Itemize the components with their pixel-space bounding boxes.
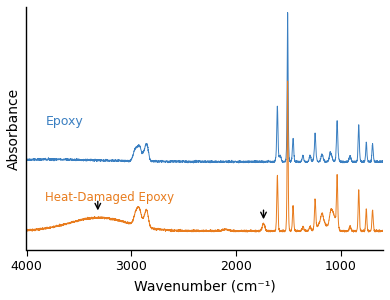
Y-axis label: Absorbance: Absorbance bbox=[7, 88, 21, 170]
X-axis label: Wavenumber (cm⁻¹): Wavenumber (cm⁻¹) bbox=[134, 279, 276, 293]
Text: Epoxy: Epoxy bbox=[45, 116, 83, 128]
Text: Heat-Damaged Epoxy: Heat-Damaged Epoxy bbox=[45, 190, 174, 203]
